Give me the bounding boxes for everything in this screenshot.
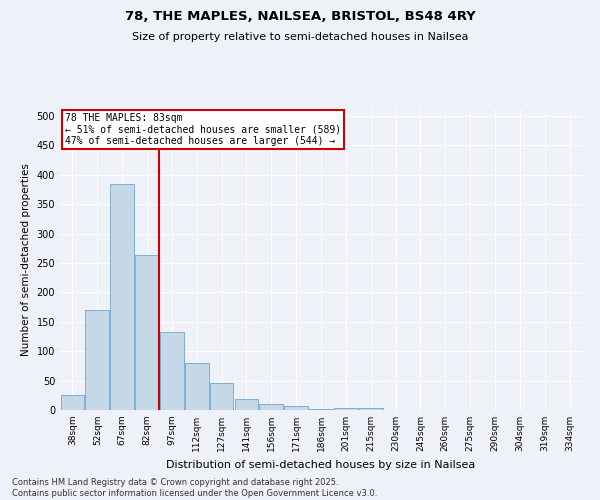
Text: 78 THE MAPLES: 83sqm
← 51% of semi-detached houses are smaller (589)
47% of semi: 78 THE MAPLES: 83sqm ← 51% of semi-detac…: [65, 113, 341, 146]
Bar: [235, 400, 258, 410]
Bar: [61, 396, 84, 410]
Bar: [185, 363, 209, 410]
Text: Size of property relative to semi-detached houses in Nailsea: Size of property relative to semi-detach…: [132, 32, 468, 42]
Bar: [85, 310, 109, 410]
Bar: [210, 383, 233, 410]
Y-axis label: Number of semi-detached properties: Number of semi-detached properties: [21, 164, 31, 356]
Bar: [160, 332, 184, 410]
X-axis label: Distribution of semi-detached houses by size in Nailsea: Distribution of semi-detached houses by …: [166, 460, 476, 469]
Bar: [259, 404, 283, 410]
Bar: [309, 409, 333, 410]
Text: 78, THE MAPLES, NAILSEA, BRISTOL, BS48 4RY: 78, THE MAPLES, NAILSEA, BRISTOL, BS48 4…: [125, 10, 475, 23]
Bar: [135, 256, 159, 410]
Bar: [284, 406, 308, 410]
Text: Contains HM Land Registry data © Crown copyright and database right 2025.
Contai: Contains HM Land Registry data © Crown c…: [12, 478, 377, 498]
Bar: [334, 408, 358, 410]
Bar: [359, 408, 383, 410]
Bar: [110, 184, 134, 410]
